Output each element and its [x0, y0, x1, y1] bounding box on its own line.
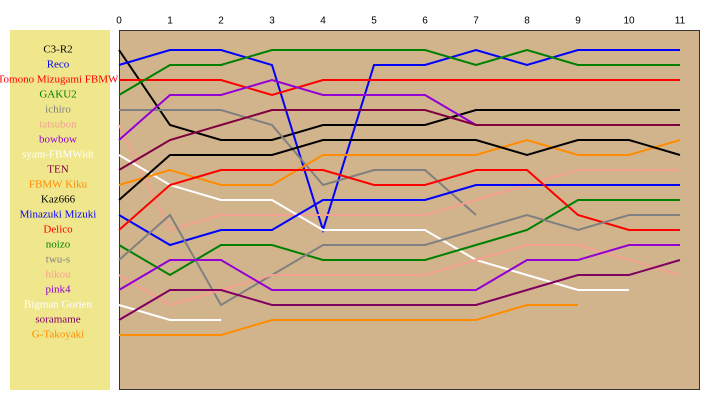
- legend-entry: pink4: [45, 284, 71, 296]
- series-line: [118, 154, 629, 291]
- legend-entry: TEN: [47, 164, 68, 176]
- x-tick-label: 7: [473, 16, 479, 27]
- series-line: [118, 139, 681, 201]
- series-line: [118, 138, 681, 186]
- legend-panel: [10, 30, 110, 390]
- series-line: [118, 184, 680, 247]
- series-line: [119, 109, 477, 216]
- legend-entry: hikou: [45, 269, 71, 281]
- legend-entry: G-Takoyaki: [32, 329, 84, 341]
- x-tick-label: 4: [320, 16, 326, 27]
- legend-entry: Bigman Gorien: [24, 299, 93, 311]
- legend-entry: soramame: [35, 314, 80, 326]
- legend-entry: Kaz666: [41, 194, 76, 206]
- series-line: [118, 49, 680, 141]
- plot-area: [119, 30, 700, 390]
- series-line: [118, 109, 680, 171]
- x-tick-label: 1: [167, 16, 173, 27]
- series-line: [118, 124, 680, 232]
- series-line: [118, 48, 680, 96]
- legend-entry: Delico: [43, 224, 73, 236]
- series-line: [118, 244, 681, 307]
- series-line: [118, 199, 680, 277]
- x-tick-label: 10: [623, 16, 635, 27]
- x-tick-label: 0: [116, 16, 122, 27]
- x-tick-label: 8: [524, 16, 530, 27]
- series-line: [118, 169, 680, 231]
- x-tick-label: 2: [218, 16, 224, 27]
- x-tick-label: 9: [575, 16, 581, 27]
- x-tick-label: 5: [371, 16, 377, 27]
- x-tick-label: 6: [422, 16, 428, 27]
- legend-entry: Reco: [47, 59, 70, 71]
- legend-entry: noizo: [46, 239, 71, 251]
- legend-entry: ichiro: [45, 104, 71, 116]
- series-line: [118, 244, 680, 291]
- legend-entry: tatsubon: [39, 119, 77, 131]
- legend-entry: Tomono Mizugami FBMW: [0, 74, 119, 86]
- series-line: [118, 259, 681, 321]
- x-tick-label: 3: [269, 16, 275, 27]
- legend-entry: syam-FBMWidt: [22, 149, 94, 161]
- series-line: [119, 79, 680, 97]
- legend-entry: Minazuki Mizuki: [20, 209, 97, 221]
- legend-entry: twu-s: [46, 254, 70, 266]
- series-line: [119, 304, 578, 336]
- legend-entry: GAKU2: [39, 89, 76, 101]
- x-tick-label: 11: [675, 16, 686, 27]
- series-line: [118, 48, 680, 234]
- legend-entry: bowbow: [39, 134, 77, 146]
- legend-entry: FBMW Kiku: [29, 179, 88, 191]
- legend-entry: C3-R2: [43, 44, 72, 56]
